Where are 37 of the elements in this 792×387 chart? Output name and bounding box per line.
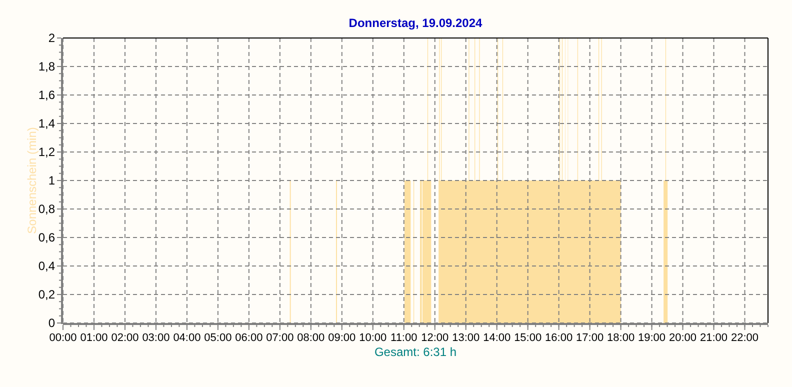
x-tick-label: 02:00 — [111, 332, 139, 344]
x-tick-label: 15:00 — [514, 332, 542, 344]
y-tick-label: 0,4 — [38, 259, 56, 274]
text: Gesamt: 6:31 h — [374, 345, 457, 359]
y-tick-label: 1,6 — [38, 88, 56, 102]
x-tick-label: 04:00 — [173, 332, 201, 344]
x-tick-label: 21:00 — [700, 332, 728, 344]
x-tick-label: 06:00 — [235, 332, 263, 344]
x-tick-label: 18:00 — [607, 332, 635, 344]
y-tick-label: 0,8 — [38, 202, 56, 216]
y-axis-title: Sonnenschein (min) — [25, 127, 39, 234]
chart-title: Donnerstag, 19.09.2024 — [348, 16, 483, 30]
y-tick-label: 1,8 — [38, 60, 56, 74]
x-tick-label: 10:00 — [359, 332, 387, 344]
x-tick-label: 22:00 — [730, 332, 759, 344]
x-tick-label: 01:00 — [80, 332, 108, 344]
x-tick-label: 20:00 — [669, 332, 697, 344]
y-tick-label: 0,6 — [38, 230, 56, 245]
x-tick-label: 19:00 — [638, 332, 666, 344]
y-tick-label: 1,4 — [38, 116, 56, 131]
y-tick-label: 0,2 — [38, 288, 56, 302]
x-tick-label: 12:00 — [421, 332, 449, 344]
x-tick-label: 09:00 — [328, 332, 356, 344]
x-tick-label: 13:00 — [452, 332, 480, 344]
x-tick-label: 14:00 — [483, 332, 511, 344]
x-tick-label: 07:00 — [266, 332, 294, 344]
x-tick-label: 03:00 — [142, 332, 170, 344]
x-tick-label: 05:00 — [204, 332, 232, 344]
x-tick-label: 17:00 — [576, 332, 604, 344]
y-tick-label: 2 — [48, 31, 56, 46]
y-tick-label: 1,2 — [38, 145, 56, 160]
y-tick-label: 0 — [48, 316, 56, 330]
x-tick-label: 11:00 — [390, 332, 418, 344]
x-tick-label: 16:00 — [545, 332, 573, 344]
x-tick-label: 00:00 — [49, 332, 77, 344]
y-tick-label: 1 — [48, 174, 56, 188]
x-tick-label: 08:00 — [297, 332, 325, 344]
